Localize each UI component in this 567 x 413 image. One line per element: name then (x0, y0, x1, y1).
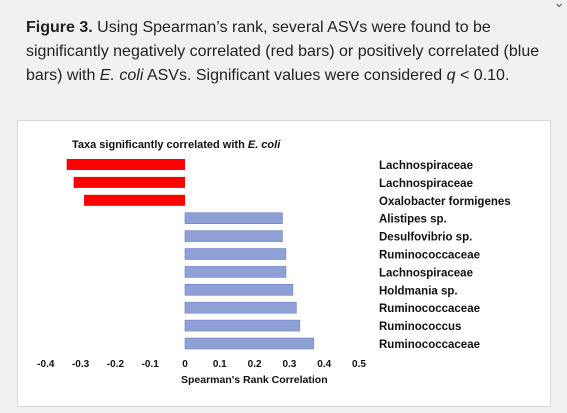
x-ticks-group: -0.4 -0.3 -0.2 -0.1 0 0.1 0.2 0.3 0.4 0.5 (37, 359, 366, 370)
bar-positive (184, 319, 301, 332)
bar-negative (84, 194, 185, 206)
bar-negative (66, 159, 185, 170)
category-label: Ruminococcaceae (379, 303, 480, 315)
bar-positive (184, 230, 283, 242)
category-labels-group: Lachnospiraceae Lachnospiraceae Oxalobacte… (379, 160, 511, 351)
chart-title-prefix: Taxa significantly correlated with (72, 139, 248, 151)
x-tick-label: 0.2 (248, 359, 262, 370)
category-label: Holdmania sp. (379, 285, 458, 297)
x-tick-label: -0.4 (37, 359, 55, 370)
expand-chevron-icon[interactable]: ⌄ (553, 0, 565, 10)
x-tick-label: 0 (182, 359, 188, 370)
category-label: Lachnospiraceae (379, 178, 473, 190)
bar-positive (184, 248, 287, 260)
category-label: Oxalobacter formigenes (379, 196, 511, 208)
x-tick-label: 0.4 (317, 359, 331, 370)
chart-title: Taxa significantly correlated with E. co… (72, 139, 281, 151)
category-label: Ruminococcus (379, 321, 461, 333)
caption-text-3: < 0.10. (455, 67, 510, 84)
x-tick-label: 0.5 (352, 359, 366, 370)
caption-text-2: ASVs. Significant values were considered (143, 67, 447, 84)
bar-positive (184, 266, 287, 278)
category-label: Lachnospiraceae (379, 267, 473, 279)
x-tick-label: 0.1 (213, 359, 227, 370)
x-tick-label: -0.3 (72, 359, 90, 370)
bar-positive (184, 284, 294, 296)
caption-text-1: Using Spearman’s rank, several ASVs were… (26, 19, 540, 84)
bars-group (66, 159, 315, 350)
caption-q-symbol: q (446, 67, 456, 84)
bar-positive (184, 301, 297, 314)
bar-negative (73, 176, 185, 188)
figure-label: Figure 3. (26, 19, 93, 36)
x-tick-label: -0.1 (142, 359, 160, 370)
correlation-bar-chart: Taxa significantly correlated with E. co… (37, 139, 511, 386)
x-axis-label: Spearman's Rank Correlation (181, 374, 328, 386)
category-label: Ruminococcaceae (379, 339, 480, 351)
caption-organism: E. coli (99, 67, 144, 84)
x-tick-label: -0.2 (107, 359, 125, 370)
category-label: Ruminococcaceae (379, 250, 480, 262)
bar-positive (184, 337, 315, 350)
bar-positive (184, 212, 283, 224)
chart-title-organism: E. coli (248, 139, 281, 151)
category-label: Desulfovibrio sp. (379, 232, 472, 244)
category-label: Lachnospiraceae (379, 160, 473, 172)
figure-caption: Figure 3. Using Spearman’s rank, several… (26, 16, 546, 88)
category-label: Alistipes sp. (379, 214, 447, 226)
figure-panel: Taxa significantly correlated with E. co… (17, 120, 551, 407)
x-tick-label: 0.3 (282, 359, 296, 370)
